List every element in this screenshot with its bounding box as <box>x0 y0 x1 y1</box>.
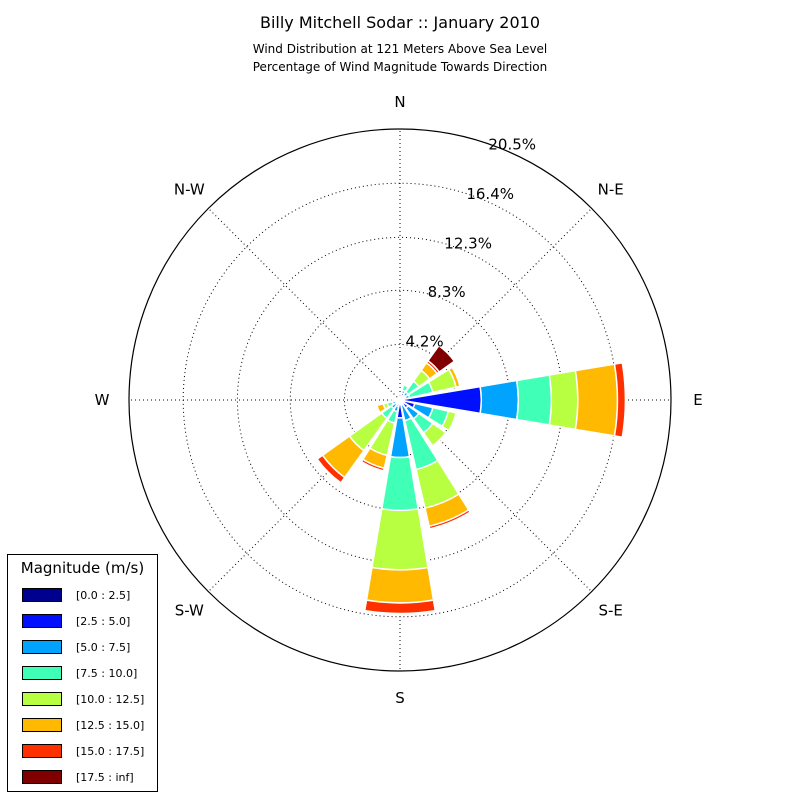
legend-swatch <box>22 640 62 654</box>
legend-swatch <box>22 744 62 758</box>
wind-bar-segment <box>365 566 435 604</box>
wind-bar-segment <box>441 410 457 432</box>
wind-bar-segment <box>574 363 619 437</box>
compass-label: E <box>693 391 702 409</box>
chart-subtitle-line-1: Wind Distribution at 121 Meters Above Se… <box>253 42 548 56</box>
legend-label: [2.5 : 5.0] <box>76 615 131 628</box>
wind-bar-segment <box>401 384 410 393</box>
legend-label: [0.0 : 2.5] <box>76 589 131 602</box>
wind-bar-segment <box>363 599 437 615</box>
compass-label: S-E <box>599 602 623 620</box>
radial-tick-label: 20.5% <box>488 135 536 153</box>
grid-spoke <box>208 208 401 401</box>
legend-swatch <box>22 588 62 602</box>
compass-label: N-E <box>598 180 624 198</box>
legend-title: Magnitude (m/s) <box>20 559 145 577</box>
legend-label: [17.5 : inf] <box>76 771 134 784</box>
legend-label: [7.5 : 10.0] <box>76 667 138 680</box>
wind-bar-segment <box>428 508 472 530</box>
wind-bar-segment <box>360 458 386 472</box>
compass-label: S <box>395 689 405 707</box>
legend-label: [10.0 : 12.5] <box>76 693 145 706</box>
compass-label: N-W <box>174 180 205 198</box>
legend-label: [15.0 : 17.5] <box>76 745 145 758</box>
compass-labels: N N-E E S-E S S-W W N-W <box>95 93 703 707</box>
chart-subtitle-line-2: Percentage of Wind Magnitude Towards Dir… <box>253 60 547 74</box>
compass-label: W <box>95 391 110 409</box>
wind-bar-segment <box>422 422 447 447</box>
legend-swatch <box>22 666 62 680</box>
wind-bars <box>316 344 627 615</box>
wind-bar-segment <box>371 508 429 571</box>
wind-bar-segment <box>479 379 519 421</box>
wind-bar-segment <box>613 361 627 439</box>
legend-swatch <box>22 692 62 706</box>
wind-bar-segment <box>515 374 553 426</box>
chart-title: Billy Mitchell Sodar :: January 2010 <box>260 13 540 32</box>
radial-tick-label: 4.2% <box>406 332 444 350</box>
legend: Magnitude (m/s) [0.0 : 2.5] [2.5 : 5.0] … <box>7 554 158 792</box>
legend-label: [5.0 : 7.5] <box>76 641 131 654</box>
radial-tick-label: 12.3% <box>444 234 492 252</box>
radial-tick-labels: 4.2% 8.3% 12.3% 16.4% 20.5% <box>406 135 537 350</box>
wind-bar-segment <box>447 366 461 388</box>
wind-bar-segment <box>380 455 420 512</box>
wind-bar-segment <box>316 454 346 484</box>
compass-label: N <box>394 93 405 111</box>
legend-swatch <box>22 614 62 628</box>
legend-label: [12.5 : 15.0] <box>76 719 145 732</box>
legend-swatch <box>22 770 62 784</box>
wind-bar-segment <box>397 397 401 401</box>
wind-bar-segment <box>548 369 579 431</box>
compass-label: S-W <box>175 602 204 620</box>
legend-swatch <box>22 718 62 732</box>
wind-bar-segment <box>374 404 381 415</box>
outer-ring <box>128 128 672 672</box>
radial-tick-label: 16.4% <box>466 185 514 203</box>
wind-bar-segment <box>426 344 456 374</box>
wind-bar-segment <box>391 397 395 403</box>
radial-tick-label: 8.3% <box>428 283 466 301</box>
